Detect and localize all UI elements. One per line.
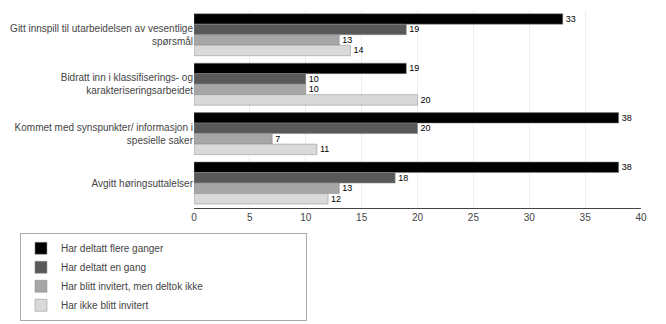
svg-text:Har deltatt flere ganger: Har deltatt flere ganger xyxy=(61,243,164,254)
svg-text:38: 38 xyxy=(622,162,632,172)
svg-text:Har deltatt en gang: Har deltatt en gang xyxy=(61,262,146,273)
svg-text:10: 10 xyxy=(309,74,319,84)
svg-text:10: 10 xyxy=(309,84,319,94)
svg-text:5: 5 xyxy=(247,212,253,223)
svg-text:15: 15 xyxy=(356,212,368,223)
svg-text:19: 19 xyxy=(409,24,419,34)
svg-text:0: 0 xyxy=(191,212,197,223)
svg-text:33: 33 xyxy=(566,14,576,24)
svg-text:13: 13 xyxy=(342,183,352,193)
svg-text:Kommet med synspunkter/ inform: Kommet med synspunkter/ informasjon ispe… xyxy=(15,122,194,146)
svg-text:40: 40 xyxy=(635,212,647,223)
svg-text:Har blitt invitert, men deltok: Har blitt invitert, men deltok ikke xyxy=(61,281,203,292)
svg-text:Bidratt inn i klassifiserings-: Bidratt inn i klassifiserings- ogkarakte… xyxy=(61,72,194,96)
svg-text:12: 12 xyxy=(331,194,341,204)
svg-text:30: 30 xyxy=(524,212,536,223)
svg-text:20: 20 xyxy=(412,212,424,223)
svg-text:7: 7 xyxy=(275,134,280,144)
svg-text:35: 35 xyxy=(580,212,592,223)
svg-text:20: 20 xyxy=(421,95,431,105)
svg-text:10: 10 xyxy=(300,212,312,223)
svg-text:13: 13 xyxy=(342,35,352,45)
svg-text:Gitt innspill til utarbeidelse: Gitt innspill til utarbeidelsen av vesen… xyxy=(10,23,193,47)
svg-text:Avgitt høringsuttalelser: Avgitt høringsuttalelser xyxy=(91,178,193,189)
svg-text:14: 14 xyxy=(353,45,363,55)
svg-text:19: 19 xyxy=(409,63,419,73)
svg-text:Har ikke blitt invitert: Har ikke blitt invitert xyxy=(61,300,148,311)
svg-text:20: 20 xyxy=(421,123,431,133)
svg-text:25: 25 xyxy=(468,212,480,223)
svg-text:38: 38 xyxy=(622,113,632,123)
svg-text:18: 18 xyxy=(398,173,408,183)
svg-text:11: 11 xyxy=(320,144,329,154)
